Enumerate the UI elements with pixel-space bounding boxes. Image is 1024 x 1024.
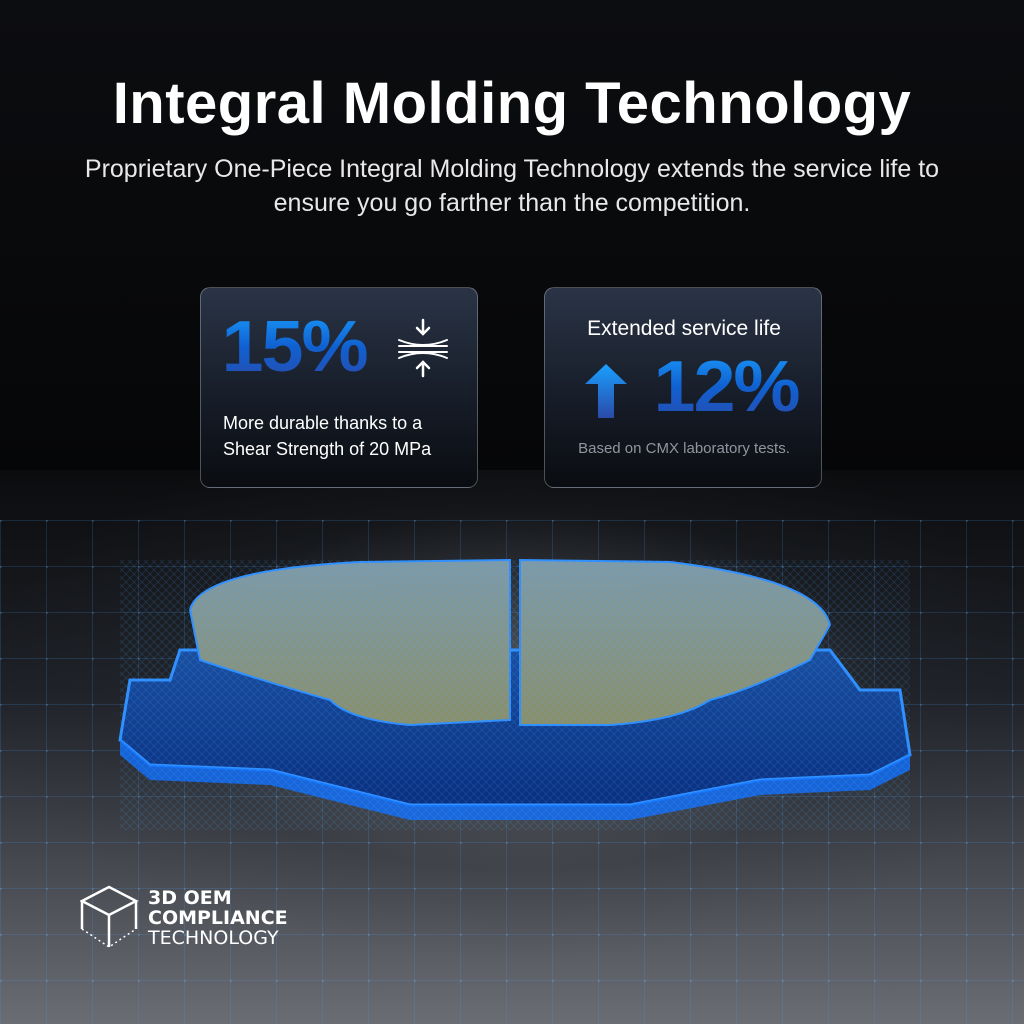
cube-icon [80, 885, 139, 948]
service-life-note: Based on CMX laboratory tests. [578, 440, 790, 457]
logo-text: 3D OEM COMPLIANCE TECHNOLOGY [148, 888, 288, 948]
service-life-card: Extended service life 12% Based on CMX l… [544, 287, 822, 488]
brake-pad-illustration [118, 558, 912, 830]
compression-arrows-icon [398, 318, 448, 378]
page-subtitle: Proprietary One-Piece Integral Molding T… [84, 155, 940, 217]
durability-text-line2: Shear Strength of 20 MPa [223, 439, 432, 459]
durability-value: 15% [221, 307, 369, 387]
logo-line2: COMPLIANCE [148, 907, 288, 929]
arrow-up-icon [585, 364, 627, 418]
logo-line1: 3D OEM [148, 887, 232, 909]
service-life-value: 12% [653, 347, 801, 427]
page-title: Integral Molding Technology [112, 71, 912, 136]
durability-card: 15% More durable thanks to a Shear Stren… [200, 287, 478, 488]
logo-line3: TECHNOLOGY [148, 927, 279, 949]
durability-text-line1: More durable thanks to a [223, 413, 423, 433]
service-life-heading: Extended service life [587, 317, 781, 340]
